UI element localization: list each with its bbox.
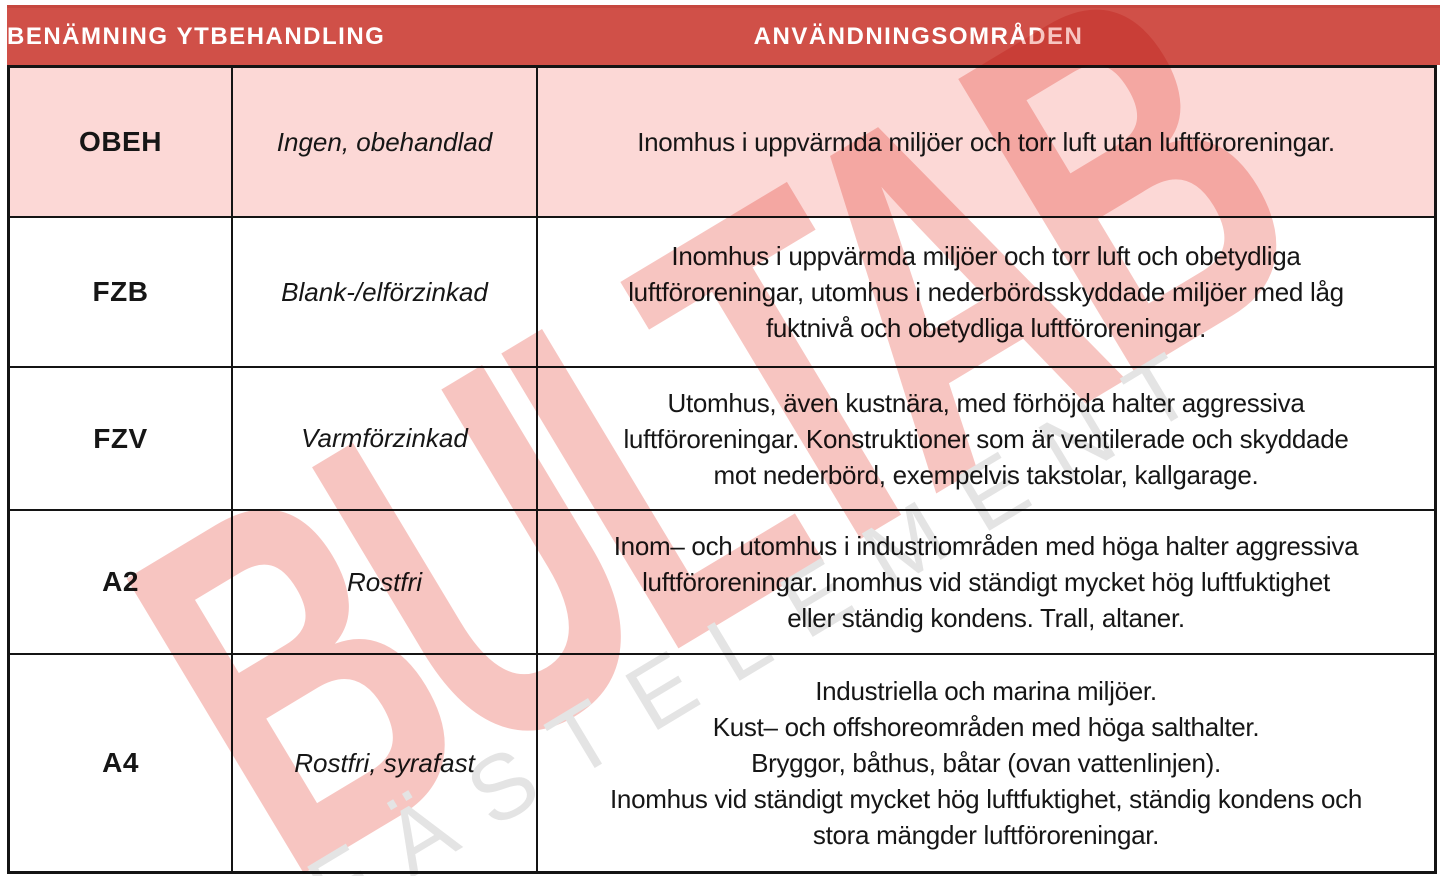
header-anvandningsomraden: ANVÄNDNINGSOMRÅDEN	[753, 22, 1084, 50]
cell-treatment-fzb: Blank-/elförzinkad	[233, 218, 538, 368]
cell-treatment-obeh: Ingen, obehandlad	[233, 68, 538, 218]
cell-usage-fzb: Inomhus i uppvärmda miljöer och torr luf…	[538, 218, 1434, 368]
header-ytbehandling: YTBEHANDLING	[176, 22, 386, 50]
cell-code-fzb: FZB	[10, 218, 233, 368]
cell-treatment-fzv: Varmförzinkad	[233, 368, 538, 511]
cell-usage-a4: Industriella och marina miljöer. Kust– o…	[538, 655, 1434, 871]
cell-treatment-a4: Rostfri, syrafast	[233, 655, 538, 871]
cell-code-a4: A4	[10, 655, 233, 871]
cell-code-obeh: OBEH	[10, 68, 233, 218]
surface-treatment-table: OBEH Ingen, obehandlad Inomhus i uppvärm…	[7, 65, 1437, 874]
cell-usage-fzv: Utomhus, även kustnära, med förhöjda hal…	[538, 368, 1434, 511]
cell-usage-a2: Inom– och utomhus i industriområden med …	[538, 511, 1434, 655]
header-benamning: BENÄMNING	[7, 22, 169, 50]
cell-treatment-a2: Rostfri	[233, 511, 538, 655]
cell-usage-obeh: Inomhus i uppvärmda miljöer och torr luf…	[538, 68, 1434, 218]
cell-code-a2: A2	[10, 511, 233, 655]
table-header-row: BENÄMNING YTBEHANDLING ANVÄNDNINGSOMRÅDE…	[7, 5, 1440, 65]
cell-code-fzv: FZV	[10, 368, 233, 511]
